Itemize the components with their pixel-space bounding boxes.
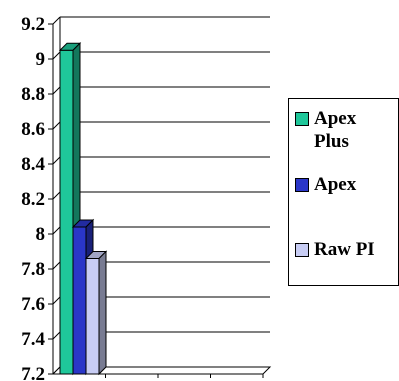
side-wall-gridline (52, 261, 61, 270)
bars (58, 42, 108, 376)
y-tick-label: 9.2 (21, 14, 45, 35)
y-tick-label: 7.4 (21, 329, 45, 350)
y-tick-label: 8.8 (21, 84, 45, 105)
chart-floor (51, 366, 272, 378)
legend: Apex Plus Apex Raw PI (288, 98, 399, 286)
side-wall-gridline (52, 156, 61, 165)
legend-swatch-apex (295, 178, 309, 192)
bar-apex-plus (59, 49, 74, 375)
side-wall-gridline (52, 51, 61, 60)
side-wall-gridline (52, 121, 61, 130)
bar-side-raw-pi (98, 250, 107, 376)
legend-label-raw-pi: Raw PI (314, 239, 375, 260)
y-tick-label: 8.6 (21, 119, 45, 140)
floor-plane (51, 366, 272, 375)
y-tick-label: 8.4 (21, 154, 45, 175)
side-wall-gridline (52, 191, 61, 200)
y-axis (48, 23, 54, 375)
side-wall-gridline (52, 296, 61, 305)
legend-label-apex-plus: Apex Plus (314, 108, 357, 152)
legend-item-apex: Apex (295, 173, 356, 196)
side-wall-gridline (52, 16, 61, 25)
side-wall-gridline (52, 226, 61, 235)
y-tick-label: 7.2 (21, 364, 45, 381)
bar-raw-pi (85, 258, 100, 375)
legend-swatch-apex-plus (295, 112, 309, 126)
bar-apex (72, 226, 87, 375)
y-tick-label: 8.2 (21, 189, 45, 210)
y-tick-label: 8 (36, 224, 46, 245)
legend-item-apex-plus: Apex Plus (295, 107, 356, 153)
legend-swatch-raw-pi (295, 243, 309, 257)
legend-label-apex: Apex (314, 174, 357, 195)
side-wall-gridline (52, 331, 61, 340)
side-wall-gridline (52, 86, 61, 95)
y-tick-label: 7.6 (21, 294, 45, 315)
y-tick-labels: 7.2 7.4 7.6 7.8 8 8.2 8.4 8.6 8.8 9 9.2 (21, 14, 45, 381)
legend-item-raw-pi: Raw PI (295, 238, 375, 261)
y-tick-label: 7.8 (21, 259, 45, 280)
y-tick-label: 9 (36, 49, 46, 70)
